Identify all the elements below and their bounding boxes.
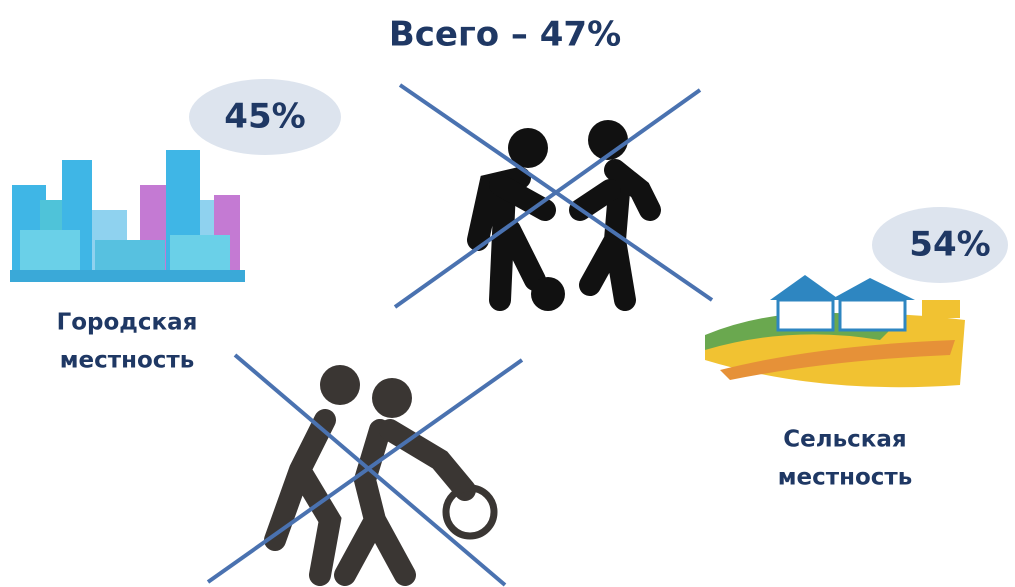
rural-percent: 54% bbox=[909, 225, 990, 265]
basketball-icon bbox=[275, 365, 494, 575]
title: Всего – 47% bbox=[389, 15, 621, 55]
urban-percent: 45% bbox=[224, 97, 305, 137]
urban-label: местность bbox=[60, 348, 195, 374]
village-icon bbox=[705, 275, 965, 387]
city-icon bbox=[10, 150, 245, 282]
page: Всего – 47% 45% Городская местность 54% … bbox=[0, 0, 1015, 587]
rural-label: местность bbox=[778, 465, 913, 491]
football-icon bbox=[478, 120, 650, 311]
urban-label: Городская bbox=[57, 310, 198, 336]
rural-label: Сельская bbox=[783, 427, 906, 453]
infographic: Всего – 47% 45% Городская местность 54% … bbox=[0, 0, 1015, 587]
